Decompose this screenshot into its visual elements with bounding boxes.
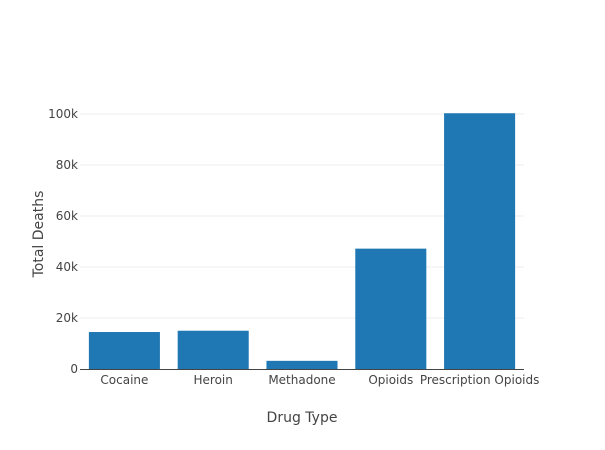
y-tick-label: 100k xyxy=(48,107,78,121)
y-tick-label: 0 xyxy=(70,362,78,376)
bar-cocaine xyxy=(88,332,160,369)
y-tick-label: 60k xyxy=(56,209,78,223)
bar-opioids xyxy=(355,248,427,369)
x-tick-label: Heroin xyxy=(194,373,233,387)
x-tick-label: Cocaine xyxy=(100,373,148,387)
y-tick-label: 40k xyxy=(56,260,78,274)
y-tick-labels: 0 20k 40k 60k 80k 100k xyxy=(48,107,78,376)
y-tick-label: 80k xyxy=(56,158,78,172)
x-tick-label: Prescription Opioids xyxy=(420,373,540,387)
bar-methadone xyxy=(266,360,338,369)
x-tick-label: Opioids xyxy=(368,373,413,387)
bar-heroin xyxy=(177,330,249,369)
bars xyxy=(88,113,516,369)
y-axis-title: Total Deaths xyxy=(31,191,47,279)
x-axis-title: Drug Type xyxy=(267,410,338,426)
y-tick-label: 20k xyxy=(56,311,78,325)
bar-prescription-opioids xyxy=(444,113,516,369)
x-tick-labels: Cocaine Heroin Methadone Opioids Prescriptio… xyxy=(100,373,539,387)
x-tick-label: Methadone xyxy=(268,373,335,387)
